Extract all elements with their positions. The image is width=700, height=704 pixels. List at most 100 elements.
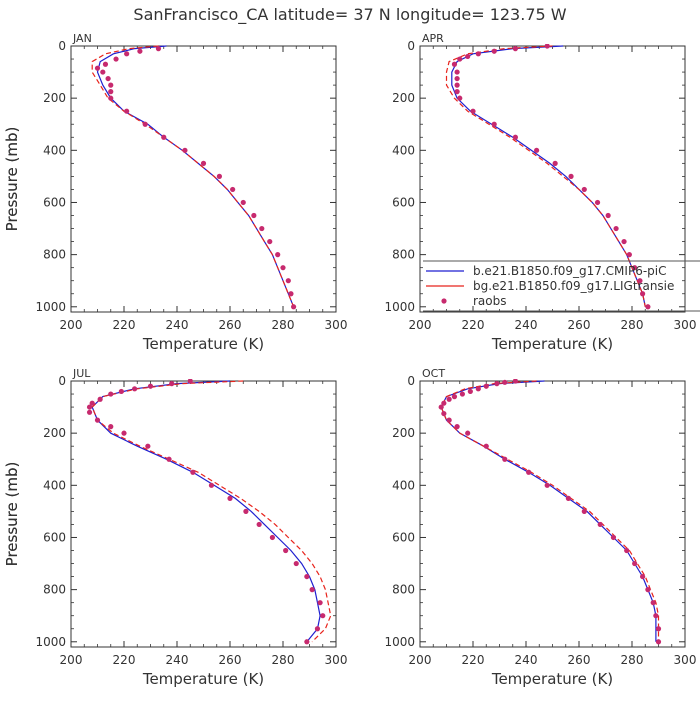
- raobs-point: [283, 547, 289, 554]
- raobs-point: [637, 278, 643, 284]
- raobs-point: [86, 409, 93, 415]
- chart-panel-oct: OCT 200 220 240 260 280 300 0 200 400 600 800 1000 Te…: [3, 367, 696, 688]
- raobs-point: [512, 379, 518, 384]
- raobs-point: [97, 396, 103, 402]
- raobs-point: [655, 626, 662, 632]
- raobs-point: [304, 573, 310, 580]
- plot-frame: [70, 380, 337, 648]
- raobs-point: [251, 212, 257, 219]
- raobs-point: [94, 417, 101, 423]
- raobs-point: [285, 278, 291, 284]
- raobs-point: [108, 424, 114, 430]
- raobs-point: [512, 134, 519, 140]
- raobs-point: [438, 404, 444, 410]
- raobs-point: [147, 383, 154, 389]
- raobs-point: [526, 469, 532, 475]
- y-tick-label: 800: [392, 248, 415, 262]
- raobs-point: [304, 639, 310, 645]
- y-tick-label: 0: [58, 39, 66, 53]
- x-tick-label: 300: [325, 318, 348, 332]
- raobs-point: [166, 456, 172, 462]
- raobs-point: [632, 265, 638, 271]
- y-tick-label: 600: [392, 195, 415, 209]
- raobs-point: [446, 417, 452, 423]
- x-tick-label: 200: [409, 318, 432, 332]
- y-tick-label: 1000: [35, 300, 66, 314]
- panel-label: OCT: [422, 367, 445, 380]
- x-tick-label: 220: [113, 653, 136, 667]
- raobs-point: [256, 521, 262, 528]
- x-tick-label: 260: [568, 318, 591, 332]
- y-axis-title: Pressure (mb): [3, 462, 21, 567]
- raobs-point: [100, 69, 106, 75]
- raobs-point: [483, 383, 489, 389]
- raobs-point: [291, 304, 297, 310]
- raobs-point: [441, 410, 447, 417]
- raobs-point: [502, 456, 508, 462]
- raobs-point: [280, 265, 286, 271]
- y-tick-label: 600: [43, 530, 66, 544]
- raobs-point: [475, 51, 481, 57]
- raobs-point: [454, 424, 460, 430]
- raobs-point: [581, 508, 587, 514]
- raobs-point: [108, 95, 114, 101]
- x-axis-title: Temperature (K): [142, 670, 264, 688]
- raobs-point: [240, 199, 246, 206]
- raobs-point: [454, 69, 460, 75]
- raobs-point: [475, 386, 481, 392]
- model2-series-line: [91, 45, 295, 308]
- x-axis-title: Temperature (K): [491, 670, 613, 688]
- raobs-point: [132, 386, 138, 392]
- y-tick-label: 800: [43, 583, 66, 597]
- raobs-point: [451, 394, 458, 400]
- raobs-point: [650, 600, 656, 606]
- raobs-point: [655, 639, 662, 645]
- raobs-point: [534, 147, 540, 153]
- raobs-point: [640, 291, 646, 297]
- raobs-point: [86, 404, 93, 410]
- raobs-point: [494, 381, 500, 387]
- y-tick-label: 600: [392, 530, 415, 544]
- raobs-point: [267, 238, 273, 245]
- y-tick-label: 200: [43, 91, 66, 105]
- raobs-point: [470, 108, 476, 114]
- x-tick-label: 280: [272, 318, 295, 332]
- raobs-point: [483, 443, 489, 449]
- raobs-point: [581, 186, 587, 193]
- legend-label: b.e21.B1850.f09_g17.CMIP6-piC: [473, 264, 666, 278]
- chart-panel-apr: APR 200 220 240 260 280 300 0 200 400 600 800 1000 Te…: [3, 32, 696, 353]
- raobs-point: [451, 61, 458, 67]
- panel-label: JUL: [72, 367, 91, 380]
- y-tick-label: 400: [392, 143, 415, 157]
- y-tick-label: 800: [392, 583, 415, 597]
- raobs-point: [314, 626, 321, 632]
- raobs-point: [200, 160, 207, 166]
- raobs-point: [597, 521, 603, 528]
- raobs-point: [102, 61, 109, 67]
- panel-label: JAN: [72, 32, 92, 45]
- x-tick-label: 300: [674, 318, 697, 332]
- y-tick-label: 400: [43, 143, 66, 157]
- raobs-point: [142, 121, 148, 127]
- y-tick-label: 200: [392, 426, 415, 440]
- data-layer: [438, 379, 662, 645]
- x-tick-label: 220: [113, 318, 136, 332]
- raobs-point: [227, 495, 233, 501]
- y-tick-label: 400: [43, 478, 66, 492]
- legend-label: bg.e21.B1850.f09_g17.LIGtransie: [473, 279, 674, 293]
- raobs-point: [632, 560, 638, 567]
- x-tick-label: 240: [515, 318, 538, 332]
- raobs-point: [320, 613, 326, 619]
- raobs-point: [293, 560, 299, 567]
- x-tick-label: 280: [621, 318, 644, 332]
- chart-panel-jan: JAN 200 220 240 260 280 300 0 200 400 600 800 1000 Te…: [3, 32, 347, 353]
- raobs-point: [259, 225, 265, 232]
- y-tick-label: 200: [392, 91, 415, 105]
- raobs-point: [216, 173, 222, 179]
- data-layer: [86, 379, 332, 645]
- y-tick-label: 1000: [384, 300, 415, 314]
- y-tick-label: 200: [43, 426, 66, 440]
- x-axis-title: Temperature (K): [142, 335, 264, 353]
- raobs-point: [190, 469, 196, 475]
